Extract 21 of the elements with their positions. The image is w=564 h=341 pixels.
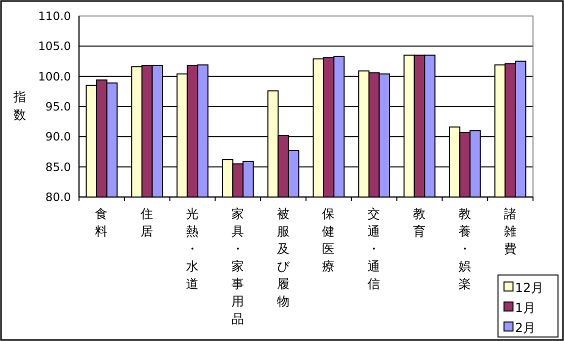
y-tick-label: 85.0 (45, 160, 71, 174)
legend-label: 2月 (515, 320, 536, 335)
y-tick-label: 100.0 (38, 69, 71, 84)
x-tick-label: 住居 (140, 206, 154, 238)
x-tick-label: 交通・通信 (368, 206, 381, 291)
x-tick-label: 光熱・水道 (186, 206, 199, 291)
legend-label: 1月 (515, 300, 536, 315)
y-tick-label: 95.0 (45, 100, 71, 114)
x-tick-label: 教養・娯楽 (458, 206, 472, 291)
y-tick-label: 90.0 (45, 130, 71, 144)
y-tick-label: 105.0 (38, 39, 71, 54)
x-tick-label: 被服及び履物 (276, 206, 291, 308)
y-tick-label: 80.0 (45, 190, 71, 204)
x-tick-label: 家具・家事用品 (231, 206, 244, 326)
x-tick-label: 保健医療 (322, 206, 336, 274)
y-axis-title: 指数 (12, 89, 26, 122)
x-tick-label: 諸雑費 (504, 206, 517, 256)
x-tick-label: 教育 (413, 206, 426, 238)
x-tick-label: 食料 (95, 206, 108, 238)
y-tick-label: 110.0 (38, 9, 71, 23)
legend-label: 12月 (515, 280, 544, 295)
